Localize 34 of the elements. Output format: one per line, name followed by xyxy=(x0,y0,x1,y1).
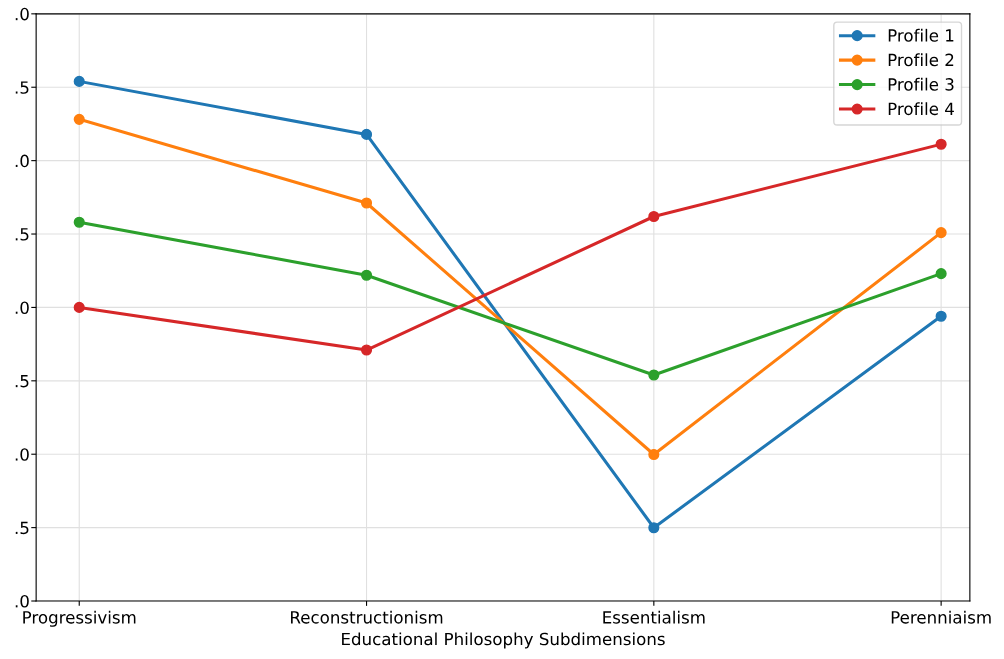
point xyxy=(360,197,373,209)
text: .0 xyxy=(15,448,29,461)
point xyxy=(360,344,373,356)
x-tick-label: Essentialism xyxy=(603,610,705,624)
text: .5 xyxy=(15,228,29,241)
point xyxy=(360,269,373,281)
point xyxy=(73,75,85,87)
text: .5 xyxy=(15,375,29,388)
text: .0 xyxy=(15,7,29,21)
x-tick-label: Progressivism xyxy=(23,610,136,627)
point xyxy=(73,301,85,313)
point xyxy=(73,216,85,228)
text: .0 xyxy=(15,594,29,608)
legend-label: Profile 2 xyxy=(888,53,954,67)
point xyxy=(935,138,947,150)
legend-label: Profile 4 xyxy=(888,102,954,116)
point xyxy=(648,522,660,534)
x-tick-label: Perenniaism xyxy=(891,610,991,624)
text: .0 xyxy=(15,154,29,168)
legend-label: Profile 3 xyxy=(888,77,954,91)
point xyxy=(935,227,947,239)
text: .0 xyxy=(15,301,29,314)
x-axis-title: Educational Philosophy Subdimensions xyxy=(342,632,665,649)
point xyxy=(935,268,947,280)
point xyxy=(73,113,85,125)
legend-label: Profile 1 xyxy=(888,28,954,42)
text: .5 xyxy=(15,521,29,535)
point xyxy=(648,369,660,381)
point xyxy=(360,128,373,140)
text: .5 xyxy=(15,81,29,94)
point xyxy=(648,448,660,461)
point xyxy=(648,210,660,223)
point xyxy=(935,310,947,322)
x-tick-label: Reconstructionism xyxy=(291,610,443,624)
